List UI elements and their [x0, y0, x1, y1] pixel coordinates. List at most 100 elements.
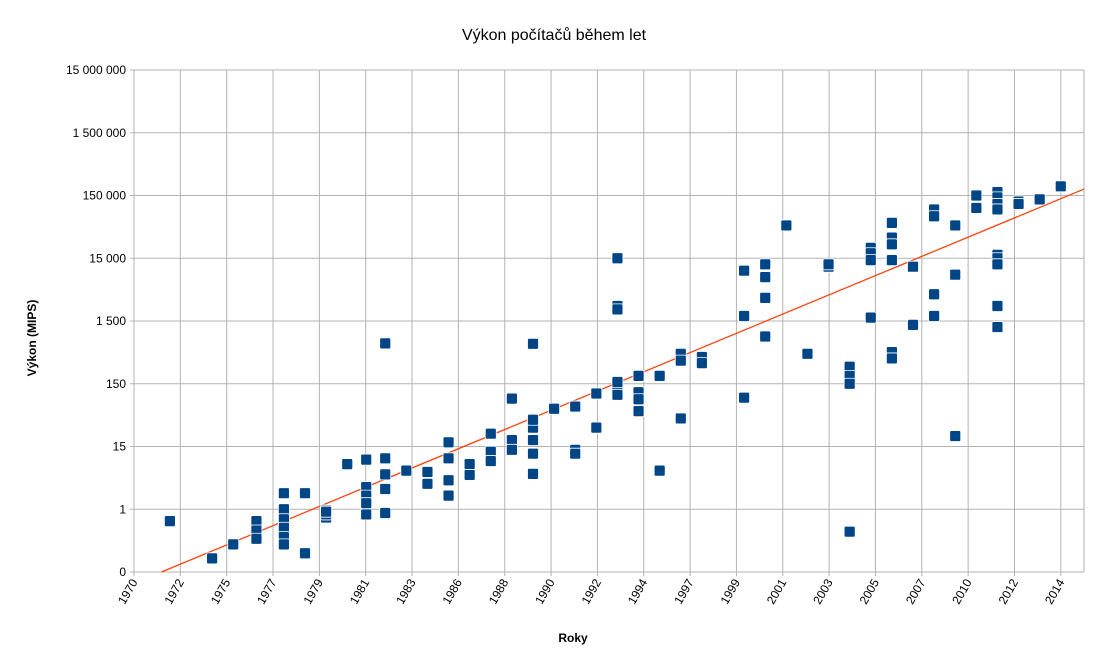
data-point — [738, 264, 751, 277]
data-point — [379, 337, 392, 350]
data-point — [991, 300, 1004, 312]
data-point — [360, 453, 373, 466]
data-point — [505, 434, 518, 446]
data-point — [505, 443, 518, 456]
data-point — [379, 468, 392, 481]
data-points — [163, 180, 1067, 565]
data-point — [653, 370, 666, 382]
data-point — [885, 352, 898, 365]
x-tick-label: 1999 — [718, 576, 744, 606]
data-point — [885, 254, 898, 267]
y-tick-label: 1 500 — [96, 314, 126, 328]
data-point — [527, 467, 539, 480]
data-point — [400, 464, 413, 477]
chart-title: Výkon počítačů během let — [462, 26, 647, 44]
data-point — [548, 402, 561, 415]
data-point — [632, 405, 645, 417]
data-point — [379, 452, 392, 465]
x-tick-label: 2003 — [810, 576, 836, 606]
data-point — [928, 288, 941, 301]
y-tick-label: 150 000 — [83, 189, 127, 203]
x-tick-label: 1997 — [671, 576, 697, 606]
y-tick-label: 1 — [119, 502, 126, 516]
data-point — [527, 447, 539, 460]
y-axis-title: Výkon (MIPS) — [25, 300, 39, 377]
data-point — [1054, 180, 1067, 193]
x-tick-label: 1975 — [208, 576, 234, 606]
x-axis-title: Roky — [558, 631, 588, 645]
data-point — [611, 376, 624, 388]
data-point — [527, 337, 539, 350]
data-point — [527, 413, 539, 426]
grid — [130, 69, 1085, 576]
data-point — [843, 377, 856, 390]
data-point — [611, 252, 624, 265]
x-tick-label: 1983 — [393, 576, 419, 606]
data-point — [632, 370, 645, 382]
data-point — [928, 210, 941, 223]
x-tick-label: 1986 — [440, 576, 466, 606]
data-point — [442, 474, 455, 487]
data-point — [674, 354, 687, 367]
data-point — [527, 434, 539, 446]
data-point — [611, 388, 624, 401]
data-point — [505, 392, 518, 405]
data-point — [885, 238, 898, 251]
data-point — [738, 391, 751, 404]
data-point — [1033, 193, 1046, 206]
data-point — [991, 258, 1004, 271]
data-point — [991, 321, 1004, 333]
data-point — [277, 538, 290, 551]
x-tick-label: 1981 — [347, 576, 373, 606]
x-tick-label: 2014 — [1042, 576, 1068, 606]
data-point — [843, 525, 856, 538]
data-point — [277, 487, 290, 500]
data-point — [484, 455, 497, 467]
data-point — [442, 489, 455, 502]
data-point — [611, 303, 624, 316]
x-tick-label: 1988 — [486, 576, 512, 606]
data-point — [970, 189, 983, 202]
data-point — [421, 477, 434, 490]
x-tick-label: 2012 — [996, 576, 1022, 606]
data-point — [590, 387, 603, 400]
data-point — [250, 532, 263, 545]
x-tick-label: 1990 — [532, 576, 558, 606]
data-point — [674, 412, 687, 425]
x-tick-label: 1972 — [161, 576, 187, 606]
data-point — [379, 507, 392, 519]
data-point — [227, 538, 240, 551]
data-point — [206, 552, 219, 565]
data-point — [341, 458, 354, 471]
data-point — [379, 483, 392, 495]
x-tick-label: 1977 — [254, 576, 280, 606]
data-point — [949, 268, 962, 281]
data-point — [864, 311, 877, 324]
data-point — [822, 258, 835, 271]
y-tick-label: 15 000 000 — [66, 63, 126, 77]
data-point — [949, 219, 962, 232]
data-point — [277, 503, 290, 516]
data-point — [907, 260, 919, 273]
y-axis-ticks: 0 1 15 150 1 500 15 000 150 000 1 500 000 15 000… — [66, 63, 126, 579]
data-point — [907, 318, 919, 331]
data-point — [949, 430, 962, 442]
x-tick-label: 2010 — [949, 576, 975, 606]
data-point — [299, 547, 311, 560]
data-point — [695, 357, 708, 370]
data-point — [759, 292, 772, 304]
y-tick-label: 15 000 — [89, 251, 126, 265]
data-point — [463, 469, 476, 481]
data-point — [360, 497, 373, 510]
data-point — [590, 421, 603, 434]
data-point — [738, 310, 751, 322]
y-tick-label: 1 500 000 — [73, 126, 127, 140]
data-point — [864, 254, 877, 267]
data-point — [885, 216, 898, 229]
data-point — [653, 464, 666, 477]
data-point — [991, 203, 1004, 216]
data-point — [299, 487, 311, 500]
data-point — [463, 458, 476, 471]
data-point — [442, 452, 455, 465]
data-point — [442, 436, 455, 449]
